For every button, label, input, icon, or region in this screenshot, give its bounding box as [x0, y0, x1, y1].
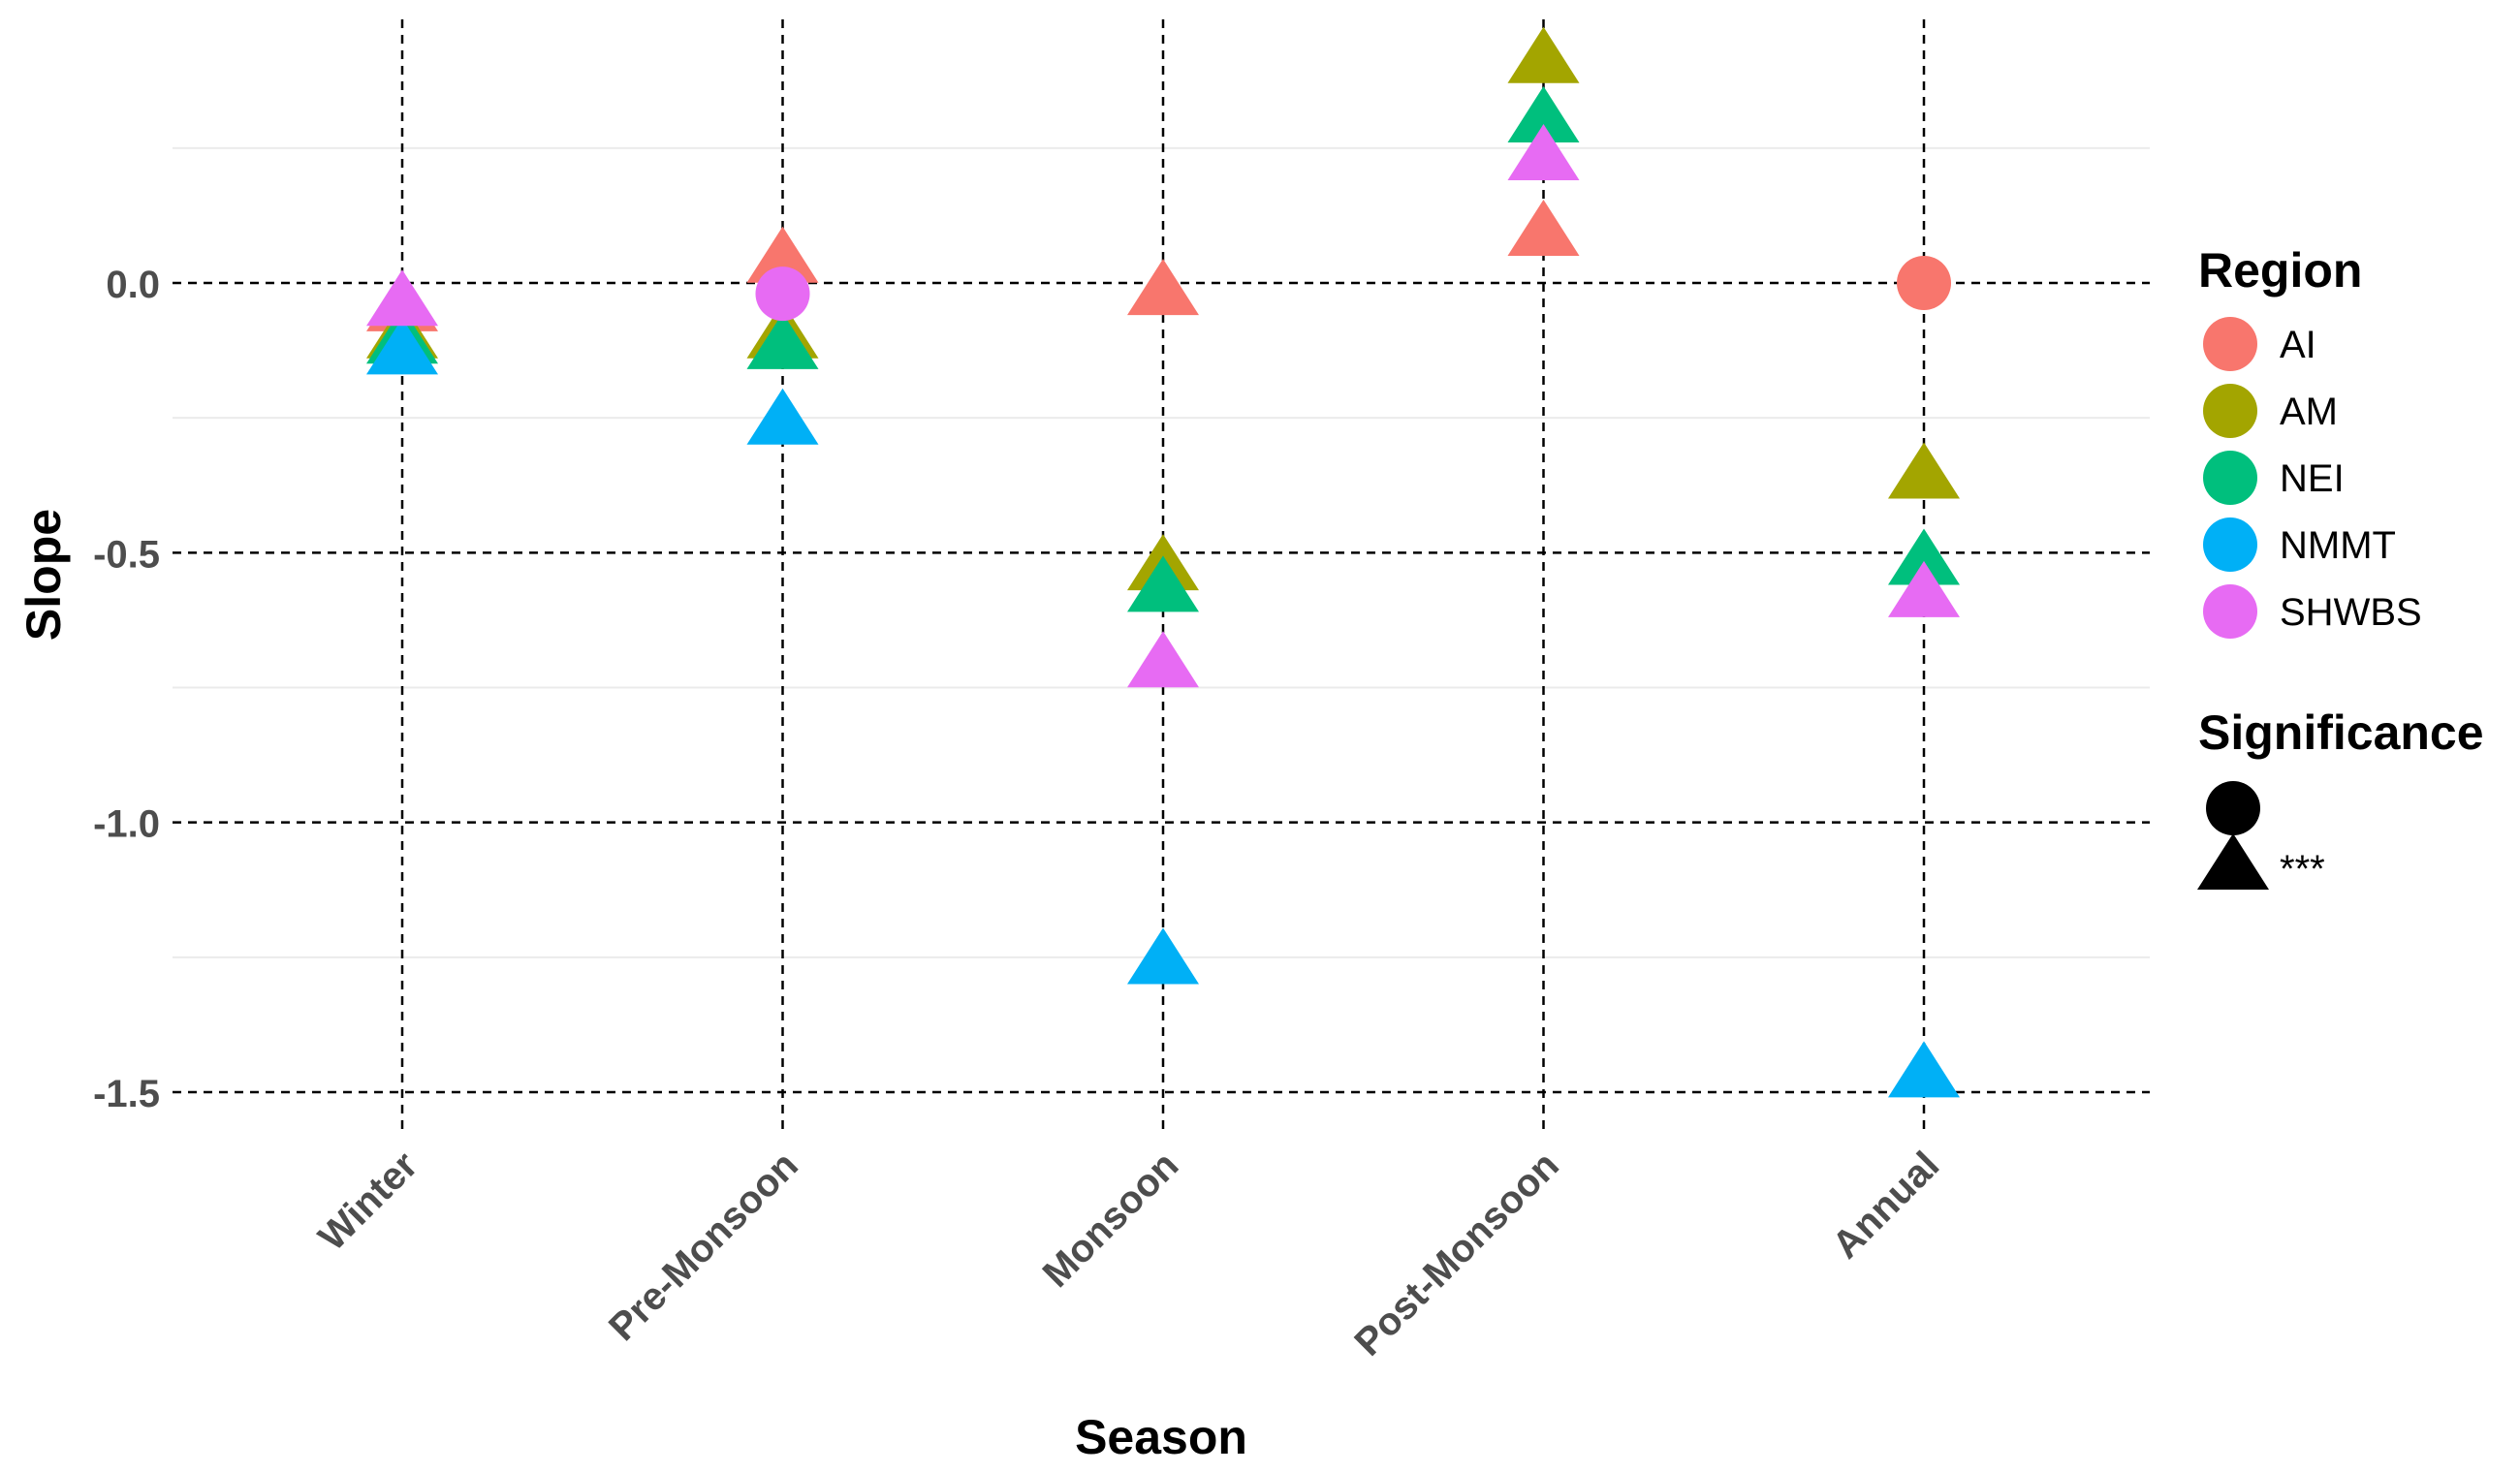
legend-key-nmmt: [2203, 517, 2257, 572]
legend-label-significance: ***: [2280, 848, 2325, 891]
point-shwbs-winter: [366, 269, 438, 327]
legend-key-am: [2203, 384, 2257, 438]
point-nei-monsoon: [1127, 555, 1199, 612]
legend-label-nmmt: NMMT: [2280, 524, 2396, 567]
y-tick-label: -1.0: [93, 803, 160, 846]
point-nmmt-monsoon: [1127, 927, 1199, 985]
legend-key-ai: [2203, 317, 2257, 371]
x-axis-title: Season: [1075, 1410, 1247, 1464]
point-nmmt-winter: [366, 318, 438, 375]
legend-label-shwbs: SHWBS: [2280, 591, 2422, 634]
point-ai-post-monsoon: [1507, 199, 1580, 256]
point-nmmt-annual: [1888, 1041, 1960, 1098]
point-nei-pre-monsoon: [746, 312, 819, 369]
point-ai-annual: [1897, 256, 1951, 310]
y-axis-tick-labels: 0.0 -0.5 -1.0 -1.5: [93, 264, 160, 1115]
legend-key-triangle: [2197, 833, 2269, 891]
y-tick-label: 0.0: [106, 264, 160, 306]
legend-key-nei: [2203, 451, 2257, 505]
point-nmmt-pre-monsoon: [746, 388, 819, 445]
major-gridlines: [173, 19, 2150, 1132]
point-ai-monsoon: [1127, 259, 1199, 316]
point-nei-annual: [1888, 528, 1960, 585]
legend-label-nei: NEI: [2280, 457, 2345, 500]
legend-key-shwbs: [2203, 584, 2257, 639]
point-nei-post-monsoon: [1507, 86, 1580, 143]
point-shwbs-post-monsoon: [1507, 124, 1580, 181]
point-shwbs-monsoon: [1127, 631, 1199, 688]
point-ai-pre-monsoon: [746, 226, 819, 283]
y-axis-title: Slope: [16, 509, 71, 641]
legend-significance-items: ***: [2197, 781, 2325, 891]
point-am-post-monsoon: [1507, 26, 1580, 83]
y-tick-label: -0.5: [93, 533, 160, 576]
legend-label-ai: AI: [2280, 324, 2316, 366]
point-shwbs-pre-monsoon: [755, 266, 810, 322]
legend: Region AI AM NEI NMMT SHWBS Significance ***: [2197, 243, 2484, 891]
y-tick-label: -1.5: [93, 1073, 160, 1115]
legend-key-circle: [2206, 781, 2260, 835]
legend-label-am: AM: [2280, 391, 2338, 433]
data-points: [366, 26, 1960, 1098]
point-am-annual: [1888, 442, 1960, 499]
legend-title-significance: Significance: [2198, 705, 2484, 760]
legend-title-region: Region: [2198, 243, 2362, 298]
legend-region-items: AI AM NEI NMMT SHWBS: [2203, 317, 2422, 639]
point-shwbs-annual: [1888, 560, 1960, 617]
